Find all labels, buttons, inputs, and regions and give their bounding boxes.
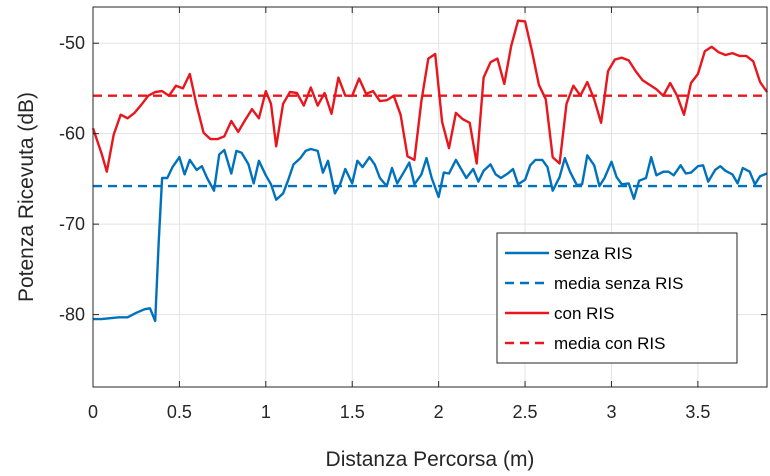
legend-box: [496, 232, 738, 364]
x-tick-label: 2: [434, 402, 444, 422]
x-tick-label: 3: [606, 402, 616, 422]
y-tick-label: -50: [59, 33, 85, 53]
y-axis-label: Potenza Ricevuta (dB): [15, 92, 38, 302]
y-tick-label: -70: [59, 214, 85, 234]
x-tick-label: 3.5: [685, 402, 710, 422]
y-tick-label: -80: [59, 305, 85, 325]
x-tick-label: 0.5: [167, 402, 192, 422]
legend-label: media senza RIS: [554, 274, 683, 293]
tick-labels: 0 0.5 1 1.5 2 2.5 3 3.5 -80 -70 -60 -50: [59, 7, 767, 422]
legend: senza RIS media senza RIS con RIS media con…: [496, 232, 738, 364]
y-tick-label: -60: [59, 124, 85, 144]
x-tick-label: 2.5: [513, 402, 538, 422]
series-line-con-ris: [91, 19, 768, 173]
x-tick-label: 1.5: [340, 402, 365, 422]
legend-label: con RIS: [554, 304, 614, 323]
series-lines: [91, 19, 768, 323]
legend-label: senza RIS: [554, 244, 632, 263]
x-tick-label: 1: [261, 402, 271, 422]
x-axis-label: Distanza Percorsa (m): [326, 448, 535, 471]
x-tick-label: 0: [88, 402, 98, 422]
plot-frame: [92, 6, 768, 388]
legend-label: media con RIS: [554, 334, 666, 353]
series-line-senza-ris: [93, 147, 768, 323]
